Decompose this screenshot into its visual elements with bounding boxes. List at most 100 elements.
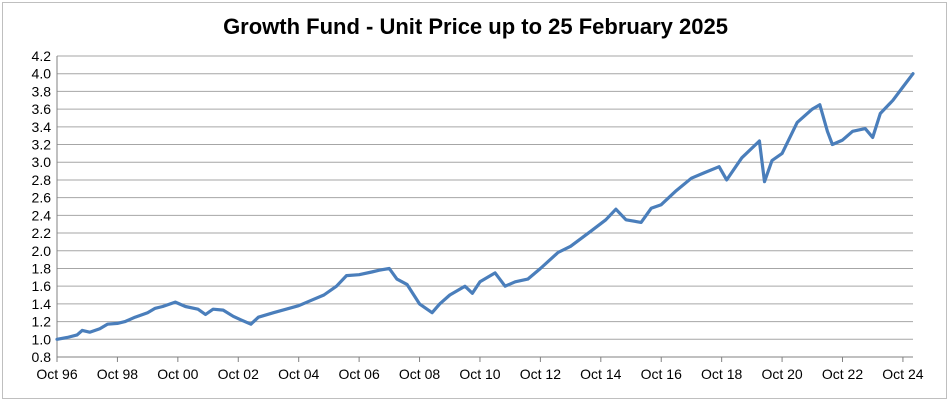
y-tick-label: 2.8 xyxy=(32,172,52,188)
y-tick-label: 3.6 xyxy=(32,101,52,117)
data-point xyxy=(310,299,313,302)
data-point xyxy=(640,221,642,224)
y-tick-label: 1.0 xyxy=(32,331,52,347)
x-tick-label: Oct 20 xyxy=(761,366,802,382)
data-point xyxy=(134,316,136,318)
data-point xyxy=(257,316,260,318)
y-tick-label: 2.4 xyxy=(32,207,52,223)
data-point xyxy=(396,278,398,280)
data-point xyxy=(81,329,83,332)
data-point xyxy=(204,313,207,316)
data-point xyxy=(871,136,874,139)
gridlines xyxy=(57,55,913,358)
y-tick-label: 3.4 xyxy=(32,119,52,135)
data-point xyxy=(239,319,242,321)
series-line xyxy=(55,72,915,341)
x-tick-label: Oct 98 xyxy=(97,366,138,382)
data-point xyxy=(184,305,187,308)
data-point xyxy=(358,273,360,276)
data-point xyxy=(811,108,814,110)
y-tick-label: 2.6 xyxy=(32,190,52,206)
data-point xyxy=(197,308,199,310)
data-point xyxy=(589,230,592,233)
y-tick-label: 1.8 xyxy=(32,260,52,276)
data-point xyxy=(864,127,866,130)
data-point xyxy=(557,251,559,254)
data-point xyxy=(406,283,408,286)
x-tick-label: Oct 00 xyxy=(157,366,198,382)
data-point xyxy=(106,323,109,326)
y-tick-label: 1.6 xyxy=(32,278,52,294)
data-point xyxy=(902,86,904,88)
data-point xyxy=(212,308,214,310)
axes xyxy=(56,56,913,362)
x-tick-label: Oct 10 xyxy=(459,366,500,382)
data-point xyxy=(161,305,164,308)
data-point xyxy=(250,323,252,326)
y-tick-label: 0.8 xyxy=(32,349,52,365)
data-point xyxy=(539,267,542,270)
data-point xyxy=(494,272,496,274)
data-point xyxy=(851,130,854,133)
x-tick-label: Oct 16 xyxy=(641,366,682,382)
x-tick-label: Oct 04 xyxy=(278,366,319,382)
data-point xyxy=(388,267,391,270)
data-point xyxy=(605,218,607,221)
data-point xyxy=(464,285,466,287)
data-point xyxy=(718,165,720,168)
x-tick-label: Oct 08 xyxy=(399,366,440,382)
data-point xyxy=(335,285,338,287)
data-point xyxy=(154,307,156,310)
data-point xyxy=(174,301,177,303)
data-point xyxy=(272,311,275,314)
data-point xyxy=(116,322,119,325)
data-point xyxy=(418,303,421,305)
data-point xyxy=(703,172,705,174)
data-point xyxy=(504,285,506,287)
data-point xyxy=(841,139,844,141)
data-point xyxy=(763,180,766,183)
y-tick-label: 3.8 xyxy=(32,83,52,99)
data-point xyxy=(431,311,433,314)
data-point xyxy=(796,121,798,124)
data-point xyxy=(741,157,743,159)
data-point xyxy=(690,177,693,179)
data-point xyxy=(438,303,441,305)
data-point xyxy=(912,72,914,75)
x-tick-label: Oct 96 xyxy=(36,366,77,382)
x-tick-label: Oct 06 xyxy=(338,366,379,382)
data-point xyxy=(285,308,287,310)
x-tick-label: Oct 02 xyxy=(218,366,259,382)
tick-labels: 0.8 1.01.2 1.4 1.6 1.82.0 2.2 2.42.6 2.8 3.03.2 3… xyxy=(32,48,924,382)
data-point xyxy=(88,331,91,334)
data-point xyxy=(124,320,126,323)
y-tick-label: 2.0 xyxy=(32,243,52,259)
data-point xyxy=(675,189,678,192)
data-point xyxy=(378,269,381,272)
x-tick-label: Oct 22 xyxy=(822,366,863,382)
y-tick-label: 3.2 xyxy=(32,137,52,153)
data-point xyxy=(56,338,58,341)
series-layer xyxy=(55,72,915,341)
data-point xyxy=(471,292,474,295)
data-point xyxy=(345,274,348,277)
data-point xyxy=(781,152,783,155)
chart-title: Growth Fund - Unit Price up to 25 Februa… xyxy=(223,14,728,39)
data-point xyxy=(222,309,224,311)
data-point xyxy=(625,218,627,221)
data-point xyxy=(879,112,882,115)
data-point xyxy=(448,294,451,296)
data-point xyxy=(569,245,572,248)
chart-frame xyxy=(2,2,947,399)
data-point xyxy=(99,327,101,330)
data-point xyxy=(76,334,78,336)
x-tick-label: Oct 14 xyxy=(580,366,621,382)
data-point xyxy=(527,278,529,280)
data-point xyxy=(297,304,300,307)
x-tick-label: Oct 12 xyxy=(520,366,561,382)
y-tick-label: 1.2 xyxy=(32,314,52,330)
data-point xyxy=(650,207,652,210)
data-point xyxy=(831,143,834,146)
x-tick-label: Oct 18 xyxy=(701,366,742,382)
